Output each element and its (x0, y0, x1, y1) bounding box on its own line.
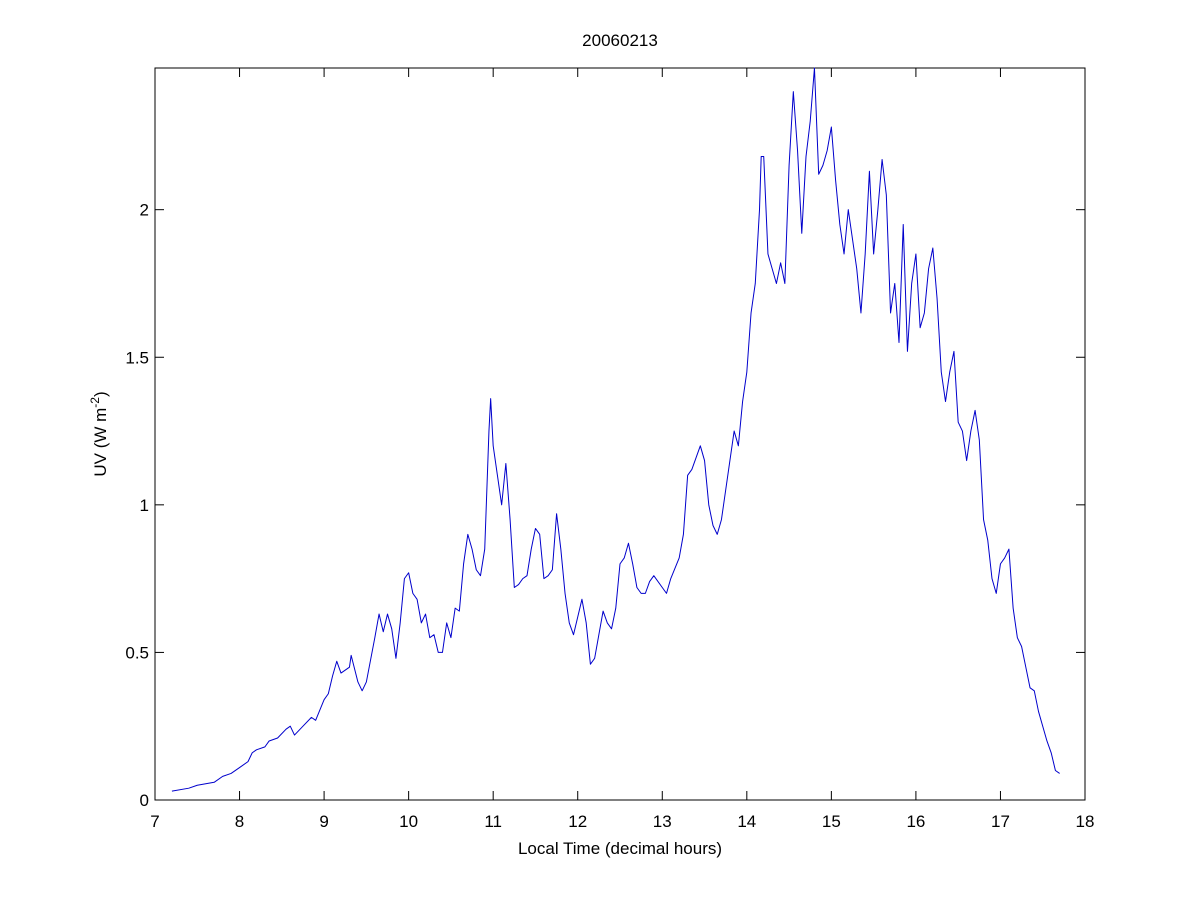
y-tick-label: 1.5 (125, 348, 149, 367)
x-tick-label: 15 (822, 812, 841, 831)
y-tick-label: 0 (140, 791, 149, 810)
x-tick-label: 10 (399, 812, 418, 831)
x-tick-label: 9 (319, 812, 328, 831)
x-tick-label: 13 (653, 812, 672, 831)
x-axis-label: Local Time (decimal hours) (518, 839, 722, 858)
x-tick-label: 8 (235, 812, 244, 831)
plot-frame (154, 67, 1086, 801)
y-axis-label-main: UV (W m (91, 408, 110, 477)
x-tick-label: 14 (737, 812, 756, 831)
x-tick-label: 12 (568, 812, 587, 831)
y-axis-label-sup: -2 (88, 397, 102, 408)
x-tick-label: 11 (484, 812, 502, 831)
x-tick-label: 18 (1076, 812, 1095, 831)
x-tick-label: 16 (906, 812, 925, 831)
data-line (171, 67, 1060, 792)
x-tick-label: 7 (150, 812, 159, 831)
x-tick-label: 17 (991, 812, 1010, 831)
chart-title: 20060213 (582, 31, 658, 50)
y-tick-label: 2 (140, 201, 149, 220)
y-axis-label-end: ) (91, 391, 110, 397)
y-tick-label: 0.5 (125, 643, 149, 662)
y-axis-label: UV (W m-2) (88, 391, 110, 476)
y-tick-label: 1 (140, 496, 149, 515)
